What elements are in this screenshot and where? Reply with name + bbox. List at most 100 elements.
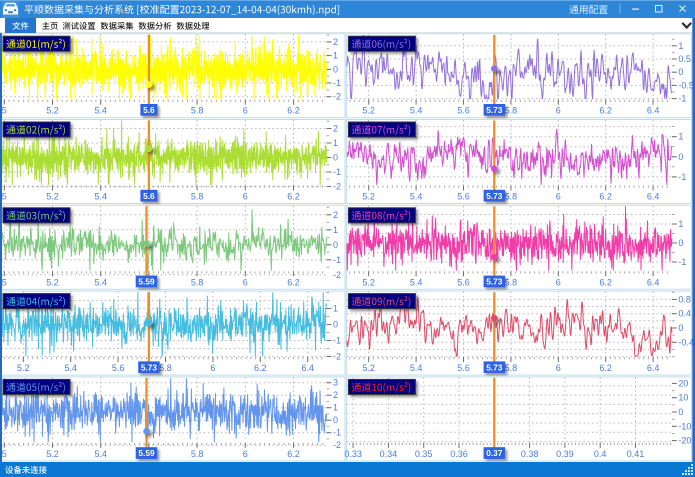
svg-text:5: 5 — [2, 449, 7, 459]
svg-text:-1: -1 — [333, 255, 341, 265]
svg-text:5.4: 5.4 — [410, 192, 423, 202]
svg-text:5.4: 5.4 — [64, 363, 77, 373]
svg-text:6.2: 6.2 — [287, 449, 300, 459]
svg-text:5.6: 5.6 — [143, 105, 155, 115]
svg-text:5.2: 5.2 — [362, 277, 375, 287]
svg-text:5.8: 5.8 — [191, 106, 204, 116]
svg-text:5.4: 5.4 — [410, 106, 423, 116]
svg-text:3: 3 — [333, 378, 338, 388]
svg-text:0: 0 — [678, 407, 683, 417]
svg-text:0: 0 — [678, 238, 683, 248]
svg-text:1: 1 — [333, 304, 338, 314]
svg-text:6.2: 6.2 — [287, 192, 300, 202]
svg-text:5.2: 5.2 — [362, 363, 375, 373]
svg-text:0: 0 — [333, 415, 338, 425]
svg-text:-10: -10 — [678, 421, 691, 431]
svg-text:5.6: 5.6 — [457, 277, 470, 287]
svg-text:6: 6 — [243, 106, 248, 116]
svg-text:2: 2 — [333, 210, 338, 220]
svg-text:5.4: 5.4 — [410, 363, 423, 373]
svg-text:0.41: 0.41 — [627, 449, 645, 459]
svg-text:0.5: 0.5 — [678, 54, 691, 64]
svg-text:2: 2 — [333, 37, 338, 47]
svg-text:5.73: 5.73 — [486, 277, 503, 287]
svg-text:0: 0 — [678, 323, 683, 333]
svg-text:0: 0 — [678, 67, 683, 77]
svg-text:2: 2 — [333, 390, 338, 400]
svg-text:5.2: 5.2 — [362, 192, 375, 202]
svg-text:6: 6 — [243, 449, 248, 459]
svg-text:0.39: 0.39 — [556, 449, 574, 459]
svg-text:6: 6 — [210, 363, 215, 373]
svg-text:6.2: 6.2 — [287, 106, 300, 116]
svg-text:-0.5: -0.5 — [678, 80, 694, 90]
svg-text:1: 1 — [333, 225, 338, 235]
svg-text:0: 0 — [333, 240, 338, 250]
svg-text:0.34: 0.34 — [380, 449, 398, 459]
svg-text:5.4: 5.4 — [94, 449, 107, 459]
svg-text:5.4: 5.4 — [410, 277, 423, 287]
svg-text:5.8: 5.8 — [505, 277, 518, 287]
svg-text:-20: -20 — [678, 436, 691, 446]
svg-text:5.2: 5.2 — [46, 192, 59, 202]
svg-text:5.4: 5.4 — [94, 192, 107, 202]
svg-text:5.8: 5.8 — [191, 277, 204, 287]
svg-text:10: 10 — [678, 393, 688, 403]
svg-text:6.4: 6.4 — [301, 363, 314, 373]
svg-text:5: 5 — [2, 192, 7, 202]
svg-text:5.73: 5.73 — [486, 191, 503, 201]
svg-text:-1: -1 — [678, 94, 686, 104]
svg-text:0.37: 0.37 — [486, 448, 503, 458]
svg-text:1: 1 — [333, 138, 338, 148]
svg-text:6: 6 — [556, 277, 561, 287]
svg-text:6.2: 6.2 — [599, 363, 612, 373]
svg-text:6: 6 — [556, 363, 561, 373]
svg-text:0: 0 — [333, 153, 338, 163]
svg-text:5.8: 5.8 — [191, 192, 204, 202]
svg-text:6: 6 — [556, 106, 561, 116]
svg-text:5.2: 5.2 — [362, 106, 375, 116]
svg-text:0.35: 0.35 — [415, 449, 433, 459]
svg-text:6: 6 — [243, 192, 248, 202]
svg-text:5.2: 5.2 — [17, 363, 30, 373]
svg-text:0.4: 0.4 — [678, 309, 691, 319]
svg-text:-2: -2 — [333, 440, 341, 450]
svg-text:6.2: 6.2 — [599, 106, 612, 116]
svg-text:6: 6 — [243, 277, 248, 287]
svg-text:5.2: 5.2 — [46, 106, 59, 116]
svg-text:1: 1 — [678, 41, 683, 51]
svg-text:5.6: 5.6 — [457, 106, 470, 116]
svg-text:5.6: 5.6 — [457, 363, 470, 373]
svg-text:5.4: 5.4 — [94, 106, 107, 116]
svg-text:6.2: 6.2 — [254, 363, 267, 373]
svg-text:5.4: 5.4 — [94, 277, 107, 287]
svg-text:0.38: 0.38 — [521, 449, 539, 459]
svg-text:5.2: 5.2 — [46, 449, 59, 459]
svg-text:-1: -1 — [678, 257, 686, 267]
svg-text:0.33: 0.33 — [344, 449, 362, 459]
svg-text:5.59: 5.59 — [138, 448, 155, 458]
svg-text:5.8: 5.8 — [159, 363, 172, 373]
svg-text:6.4: 6.4 — [647, 192, 660, 202]
svg-text:1: 1 — [333, 51, 338, 61]
svg-text:6.2: 6.2 — [599, 277, 612, 287]
svg-text:6.4: 6.4 — [647, 277, 660, 287]
svg-text:1: 1 — [333, 403, 338, 413]
svg-text:5.6: 5.6 — [143, 191, 155, 201]
svg-text:0.8: 0.8 — [678, 294, 691, 304]
svg-text:20: 20 — [678, 378, 688, 388]
svg-text:5: 5 — [2, 106, 7, 116]
svg-text:5.6: 5.6 — [457, 192, 470, 202]
svg-text:6.2: 6.2 — [287, 277, 300, 287]
svg-text:0.36: 0.36 — [450, 449, 468, 459]
svg-text:6.4: 6.4 — [647, 106, 660, 116]
svg-text:5.8: 5.8 — [505, 192, 518, 202]
svg-text:5.73: 5.73 — [141, 362, 158, 372]
svg-text:-1: -1 — [333, 167, 341, 177]
svg-text:-1: -1 — [333, 428, 341, 438]
svg-text:6.2: 6.2 — [599, 192, 612, 202]
svg-text:2: 2 — [333, 124, 338, 134]
svg-text:-2: -2 — [333, 92, 341, 102]
svg-text:5.73: 5.73 — [486, 105, 503, 115]
svg-text:-2: -2 — [333, 182, 341, 192]
